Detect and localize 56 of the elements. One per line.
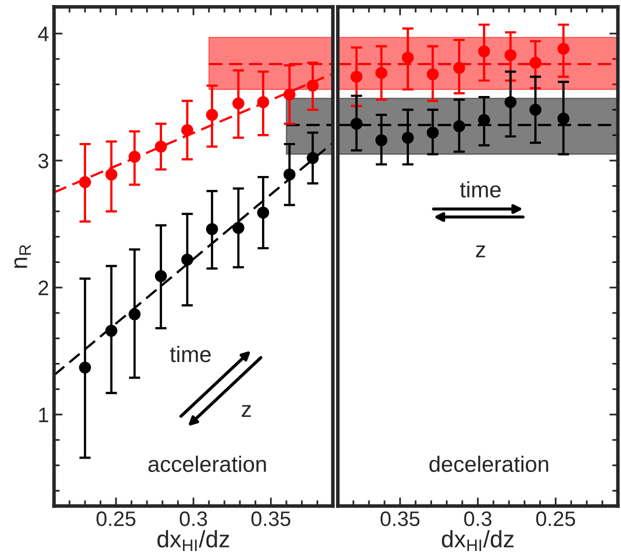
point (375, 66, 388, 79)
x-tick-label: 0.35 (380, 511, 420, 526)
point (128, 150, 141, 163)
annotation: acceleration (148, 456, 266, 472)
y-tick-label: 3 (38, 154, 48, 168)
y-tick-label: 1 (39, 408, 48, 422)
annotation: deceleration (429, 456, 548, 472)
point (402, 132, 414, 144)
point (426, 68, 439, 80)
point (128, 308, 141, 320)
x-axis-title: dx$_{HI}$/dz (442, 530, 514, 551)
annotation: time (460, 181, 501, 198)
y-tick-label: 4 (38, 26, 49, 42)
point (232, 222, 244, 234)
point (79, 362, 91, 374)
point (79, 176, 91, 188)
point (181, 254, 194, 266)
point (402, 52, 414, 64)
point (206, 223, 218, 236)
annotation: z (242, 405, 251, 417)
point (426, 126, 439, 139)
point (257, 206, 270, 219)
point (504, 49, 517, 62)
point (283, 88, 296, 101)
y-axis-title: n$_{R}$ (14, 244, 31, 268)
x-tick-label: 0.3 (464, 511, 492, 526)
point (283, 168, 296, 181)
annotation: time (170, 346, 211, 362)
point (306, 80, 319, 92)
x-tick-label: 0.25 (96, 511, 136, 526)
point (350, 118, 362, 130)
point (257, 96, 270, 108)
point (350, 70, 362, 83)
x-tick-label: 0.3 (180, 511, 208, 526)
point (478, 45, 490, 58)
point (232, 97, 244, 110)
point (181, 124, 194, 136)
x-tick-label: 0.25 (536, 511, 576, 526)
point (529, 56, 542, 69)
annotation: z (476, 245, 486, 258)
point (154, 140, 167, 153)
point (453, 62, 466, 74)
point (206, 108, 218, 121)
point (453, 120, 466, 132)
x-axis-title: dx$_{HI}$/dz (157, 530, 230, 551)
point (154, 270, 167, 282)
point (504, 96, 517, 108)
point (557, 42, 570, 55)
x-tick-label: 0.35 (251, 511, 290, 526)
point (529, 104, 542, 116)
y-tick-label: 2 (38, 280, 48, 296)
point (306, 152, 319, 164)
point (375, 134, 388, 146)
point (105, 168, 118, 181)
point (557, 112, 570, 125)
point (105, 324, 118, 337)
